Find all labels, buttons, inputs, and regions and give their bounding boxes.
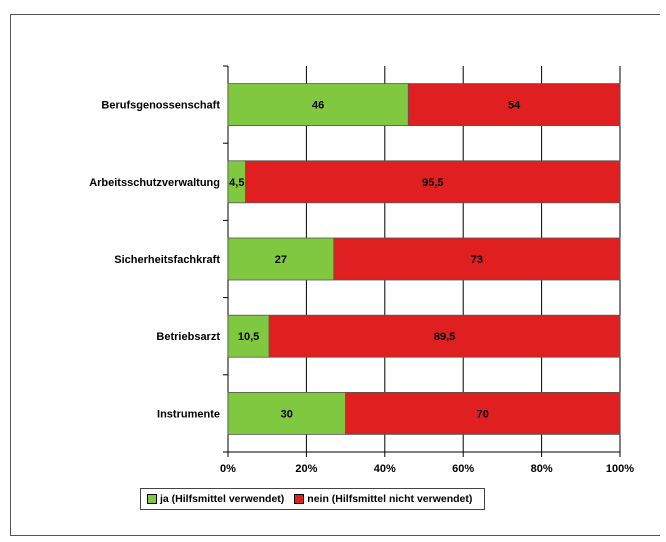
bar-segment xyxy=(227,391,346,435)
bar-value-label: 10,5 xyxy=(238,331,259,343)
bar-value-label: 89,5 xyxy=(434,331,455,343)
legend-label-nein: nein (Hilfsmittel nicht verwendet) xyxy=(307,493,473,505)
x-tick-label: 20% xyxy=(295,463,317,475)
category-label: Instrumente xyxy=(157,408,220,420)
legend-label-ja: ja (Hilfsmittel verwendet) xyxy=(160,493,285,505)
bar-value-label: 73 xyxy=(471,254,483,266)
bar-segment xyxy=(345,391,621,435)
bar-value-label: 70 xyxy=(477,408,489,420)
bar-segment xyxy=(268,314,621,358)
x-tick-label: 80% xyxy=(531,463,553,475)
category-label: Sicherheitsfachkraft xyxy=(114,254,220,266)
bar-segment xyxy=(333,237,621,281)
bar-segment xyxy=(227,83,409,126)
legend: ja (Hilfsmittel verwendet) nein (Hilfsmi… xyxy=(140,488,486,510)
bar-value-label: 46 xyxy=(312,100,324,112)
bar-value-label: 4,5 xyxy=(229,177,244,189)
legend-swatch-nein xyxy=(294,494,305,504)
bar-segment xyxy=(227,237,335,281)
x-tick-label: 40% xyxy=(374,463,396,475)
bar-segment xyxy=(407,83,621,126)
x-tick-label: 60% xyxy=(452,463,474,475)
bar-value-label: 95,5 xyxy=(422,177,443,189)
x-tick-label: 0% xyxy=(220,463,236,475)
legend-item-ja: ja (Hilfsmittel verwendet) xyxy=(147,493,284,505)
bar-value-label: 27 xyxy=(275,254,287,266)
category-label: Betriebsarzt xyxy=(156,331,220,343)
category-label: Arbeitsschutzverwaltung xyxy=(89,177,220,189)
bar-value-label: 54 xyxy=(508,100,521,112)
legend-item-nein: nein (Hilfsmittel nicht verwendet) xyxy=(294,493,472,505)
x-tick-label: 100% xyxy=(606,463,634,475)
legend-swatch-ja xyxy=(147,494,157,504)
bar-segment xyxy=(245,160,621,204)
bar-value-label: 30 xyxy=(281,408,293,420)
category-label: Berufsgenossenschaft xyxy=(101,100,220,112)
